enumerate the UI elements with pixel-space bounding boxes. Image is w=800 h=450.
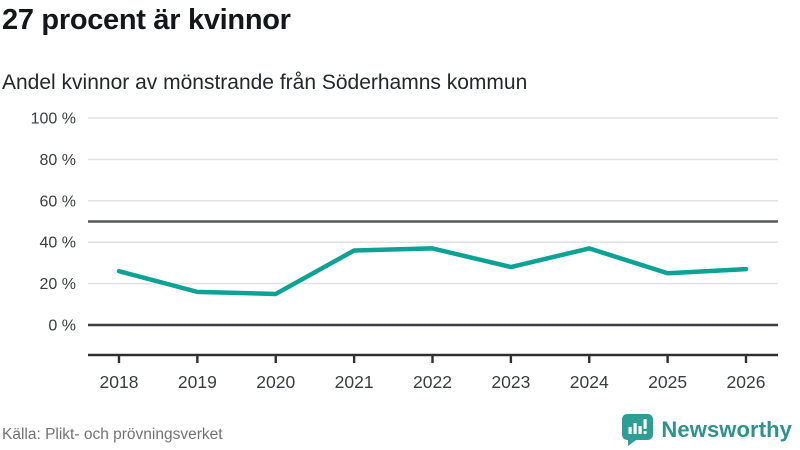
- x-tick-label: 2018: [100, 372, 139, 392]
- newsworthy-wordmark: Newsworthy: [661, 417, 792, 442]
- chart-subtitle: Andel kvinnor av mönstrande från Söderha…: [2, 71, 528, 94]
- x-tick-label: 2023: [491, 372, 530, 392]
- newsworthy-logo-icon: [622, 414, 654, 446]
- newsworthy-logo: Newsworthy: [622, 414, 792, 446]
- logo-bubble-shape: [622, 414, 654, 446]
- x-tick-label: 2020: [256, 372, 295, 392]
- logo-bars: [628, 419, 648, 434]
- chart-title: 27 procent är kvinnor: [2, 4, 291, 36]
- x-tick-label: 2026: [727, 372, 766, 392]
- y-tick-label: 100 %: [31, 111, 76, 128]
- data-line-series: [116, 246, 749, 297]
- x-tick-label: 2019: [178, 372, 217, 392]
- source-note: Källa: Plikt- och prövningsverket: [2, 426, 223, 443]
- y-tick-label: 60 %: [40, 193, 76, 210]
- y-tick-label: 40 %: [40, 235, 76, 252]
- y-tick-label: 0 %: [48, 318, 76, 335]
- x-tick-label: 2022: [413, 372, 452, 392]
- y-tick-label: 80 %: [40, 152, 76, 169]
- x-tick-label: 2025: [648, 372, 687, 392]
- x-tick-label: 2021: [335, 372, 374, 392]
- x-tick-label: 2024: [570, 372, 609, 392]
- y-tick-label: 20 %: [40, 276, 76, 293]
